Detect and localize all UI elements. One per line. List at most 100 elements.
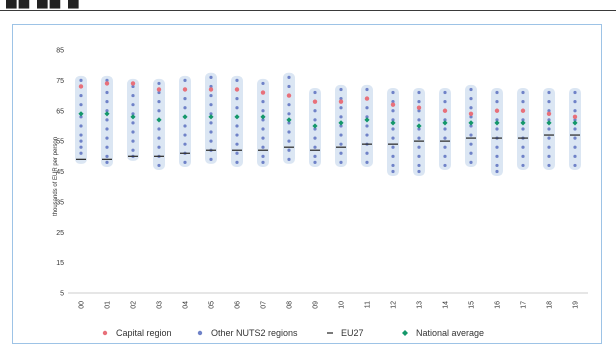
legend-marker-other	[197, 330, 203, 336]
other-region-point	[469, 106, 473, 110]
other-region-point	[261, 118, 265, 122]
other-region-point	[131, 148, 135, 152]
other-region-point	[209, 157, 213, 161]
national-average-point	[208, 114, 214, 120]
other-region-point	[313, 118, 317, 122]
national-average-point	[78, 111, 84, 117]
other-region-point	[313, 136, 317, 140]
other-region-point	[79, 133, 83, 137]
other-region-point	[131, 84, 135, 89]
range-band	[179, 75, 191, 167]
other-region-point	[157, 109, 161, 113]
capital-region-point	[78, 84, 84, 89]
other-region-point	[79, 103, 83, 107]
other-region-point	[105, 136, 109, 140]
x-tick-label: 09	[313, 301, 320, 309]
other-region-point	[469, 160, 473, 164]
other-region-point	[443, 118, 447, 122]
top-strip: ▄▄ ▄▄ ▄	[0, 0, 616, 11]
other-region-point	[79, 78, 83, 82]
other-region-point	[417, 118, 421, 122]
x-tick-label: 02	[131, 301, 138, 309]
legend-marker-eu27	[327, 332, 333, 334]
national-average-point	[546, 120, 552, 126]
other-region-point	[417, 163, 421, 168]
other-region-point	[417, 90, 421, 95]
cropped-heading-fragment: ▄▄ ▄▄ ▄	[6, 0, 81, 8]
y-tick-label: 45	[56, 169, 64, 176]
other-region-point	[521, 163, 525, 168]
other-region-point	[287, 103, 291, 107]
range-band	[127, 78, 139, 161]
x-tick-label: 01	[105, 301, 112, 309]
other-region-point	[521, 145, 525, 149]
other-region-point	[261, 160, 265, 164]
other-region-point	[261, 81, 265, 86]
other-region-point	[79, 115, 83, 119]
other-region-point	[443, 127, 447, 131]
legend-label: Capital region	[116, 328, 172, 338]
national-average-point	[416, 123, 422, 129]
other-region-point	[417, 127, 421, 131]
other-region-point	[105, 154, 109, 158]
capital-region-point	[260, 90, 266, 95]
other-region-point	[313, 109, 317, 113]
national-average-point	[312, 123, 318, 129]
other-region-point	[235, 78, 239, 82]
other-region-point	[547, 163, 551, 168]
other-region-point	[365, 115, 369, 119]
other-region-point	[495, 100, 499, 104]
other-region-point	[469, 87, 473, 92]
other-region-point	[105, 127, 109, 131]
x-tick-label: 19	[573, 301, 580, 309]
other-region-point	[417, 100, 421, 104]
other-region-point	[105, 109, 109, 113]
y-tick-label: 5	[60, 291, 64, 298]
national-average-point	[364, 117, 370, 123]
other-region-point	[547, 118, 551, 122]
other-region-point	[235, 151, 239, 155]
other-region-point	[443, 100, 447, 104]
other-region-point	[209, 121, 213, 125]
other-region-point	[469, 124, 473, 128]
x-tick-label: 06	[235, 301, 242, 309]
capital-region-point	[130, 81, 136, 86]
other-region-point	[339, 160, 343, 164]
range-band	[387, 87, 399, 177]
other-region-point	[235, 106, 239, 110]
other-region-point	[157, 145, 161, 149]
other-region-point	[209, 84, 213, 89]
national-average-point	[494, 120, 500, 126]
other-region-point	[547, 154, 551, 158]
other-region-point	[313, 90, 317, 95]
legend-label: National average	[416, 328, 485, 338]
other-region-point	[131, 93, 135, 98]
other-region-point	[235, 133, 239, 137]
capital-region-point	[416, 105, 422, 110]
x-tick-label: 15	[469, 301, 476, 309]
other-region-point	[573, 136, 577, 140]
chart-frame: 5 15 25 35 45 55 65 75 85 thousands of EUR per pe…	[12, 24, 602, 344]
other-region-point	[339, 87, 343, 92]
other-region-point	[365, 160, 369, 164]
other-region-point	[105, 118, 109, 122]
other-region-point	[157, 163, 161, 168]
other-region-point	[417, 109, 421, 113]
other-region-point	[521, 118, 525, 122]
other-region-point	[573, 154, 577, 158]
capital-region-point	[468, 111, 474, 116]
other-region-point	[573, 90, 577, 95]
range-band	[75, 75, 87, 164]
other-region-point	[157, 127, 161, 131]
other-region-point	[547, 127, 551, 131]
other-region-point	[209, 139, 213, 143]
other-region-point	[521, 90, 525, 95]
x-tick-label: 16	[495, 301, 502, 309]
range-band	[231, 75, 243, 167]
other-region-point	[443, 136, 447, 140]
capital-region-point	[338, 99, 344, 104]
other-region-point	[443, 163, 447, 168]
other-region-point	[391, 154, 395, 158]
other-region-point	[79, 151, 83, 155]
other-region-point	[131, 130, 135, 134]
